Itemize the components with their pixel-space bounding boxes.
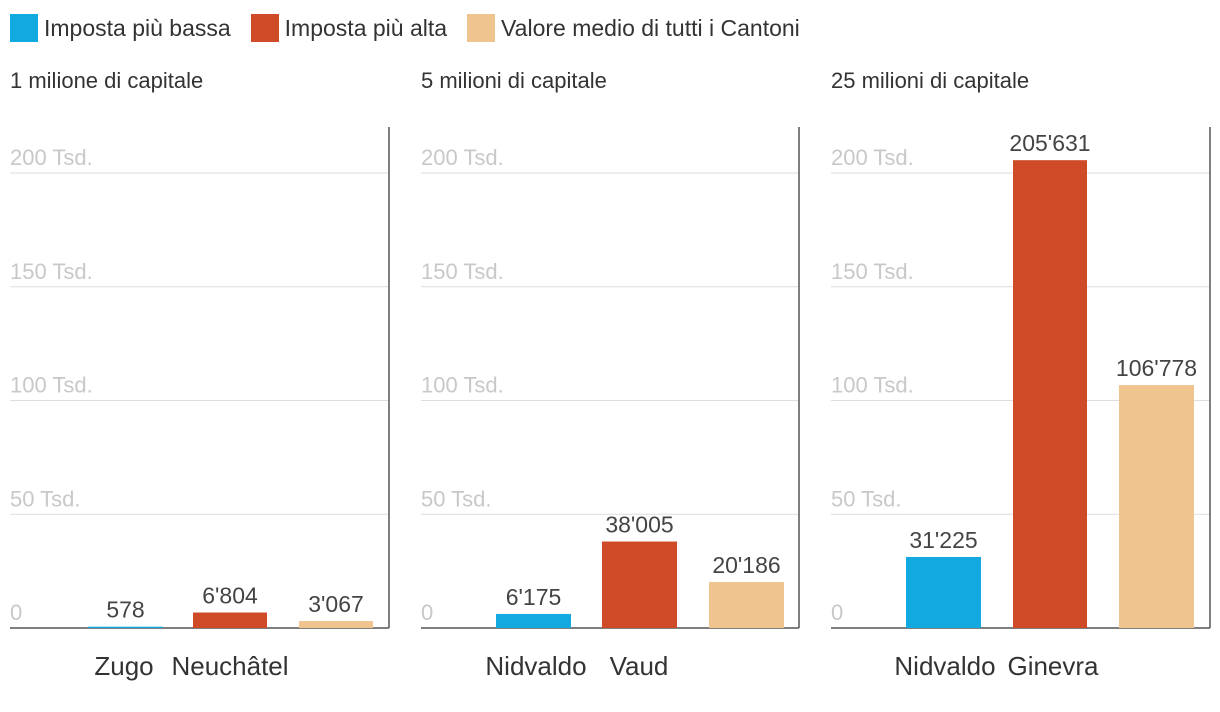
legend: Imposta più bassa Imposta più alta Valor… bbox=[10, 14, 820, 42]
panel-title-1m: 1 milione di capitale bbox=[10, 68, 204, 93]
y-tick-label: 100 Tsd. bbox=[10, 373, 93, 398]
legend-label-lowest: Imposta più bassa bbox=[44, 14, 231, 41]
panel-title-5m: 5 milioni di capitale bbox=[421, 68, 607, 93]
bar-value-label: 38'005 bbox=[605, 512, 673, 538]
legend-swatch-lowest bbox=[10, 14, 38, 42]
bar-value-label: 31'225 bbox=[909, 527, 977, 553]
legend-swatch-average bbox=[467, 14, 496, 42]
bar bbox=[906, 556, 981, 628]
y-tick-label: 200 Tsd. bbox=[421, 145, 504, 170]
y-tick-label: 0 bbox=[831, 600, 843, 625]
y-tick-label: 150 Tsd. bbox=[421, 259, 504, 284]
bar bbox=[299, 621, 373, 628]
legend-item-average: Valore medio di tutti i Cantoni bbox=[467, 14, 800, 42]
legend-item-highest: Imposta più alta bbox=[250, 14, 448, 42]
bar-value-label: 6'804 bbox=[202, 583, 258, 609]
legend-label-highest: Imposta più alta bbox=[284, 14, 448, 41]
y-tick-label: 200 Tsd. bbox=[831, 145, 914, 170]
bar-value-label: 6'175 bbox=[506, 584, 562, 610]
y-tick-label: 50 Tsd. bbox=[421, 486, 492, 511]
bar-value-label: 205'631 bbox=[1009, 130, 1090, 156]
bar bbox=[496, 613, 571, 628]
y-tick-label: 100 Tsd. bbox=[421, 373, 504, 398]
y-tick-label: 0 bbox=[10, 600, 22, 625]
panel-title-25m: 25 milioni di capitale bbox=[831, 68, 1030, 93]
y-tick-label: 100 Tsd. bbox=[831, 373, 914, 398]
bar bbox=[602, 541, 677, 628]
bar bbox=[709, 582, 784, 628]
legend-label-average: Valore medio di tutti i Cantoni bbox=[501, 14, 800, 41]
y-tick-label: 200 Tsd. bbox=[10, 145, 93, 170]
category-label: Nidvaldo bbox=[894, 651, 995, 681]
bar bbox=[88, 626, 163, 628]
y-tick-label: 0 bbox=[421, 600, 433, 625]
bar bbox=[1013, 160, 1087, 629]
bar-value-label: 578 bbox=[106, 597, 144, 623]
category-label: Ginevra bbox=[1007, 651, 1099, 681]
bar-value-label: 106'778 bbox=[1116, 355, 1197, 381]
bar-value-label: 3'067 bbox=[308, 591, 364, 617]
category-label: Nidvaldo bbox=[485, 651, 586, 681]
bar-value-label: 20'186 bbox=[712, 552, 780, 578]
y-tick-label: 50 Tsd. bbox=[831, 486, 902, 511]
category-label: Vaud bbox=[610, 651, 669, 681]
y-tick-label: 150 Tsd. bbox=[10, 259, 93, 284]
category-label: Zugo bbox=[94, 651, 153, 681]
bar bbox=[193, 612, 267, 628]
bar bbox=[1119, 385, 1194, 628]
category-label: Neuchâtel bbox=[171, 651, 288, 681]
y-tick-label: 50 Tsd. bbox=[10, 486, 81, 511]
legend-item-lowest: Imposta più bassa bbox=[10, 14, 231, 42]
legend-swatch-highest bbox=[250, 14, 279, 42]
y-tick-label: 150 Tsd. bbox=[831, 259, 914, 284]
